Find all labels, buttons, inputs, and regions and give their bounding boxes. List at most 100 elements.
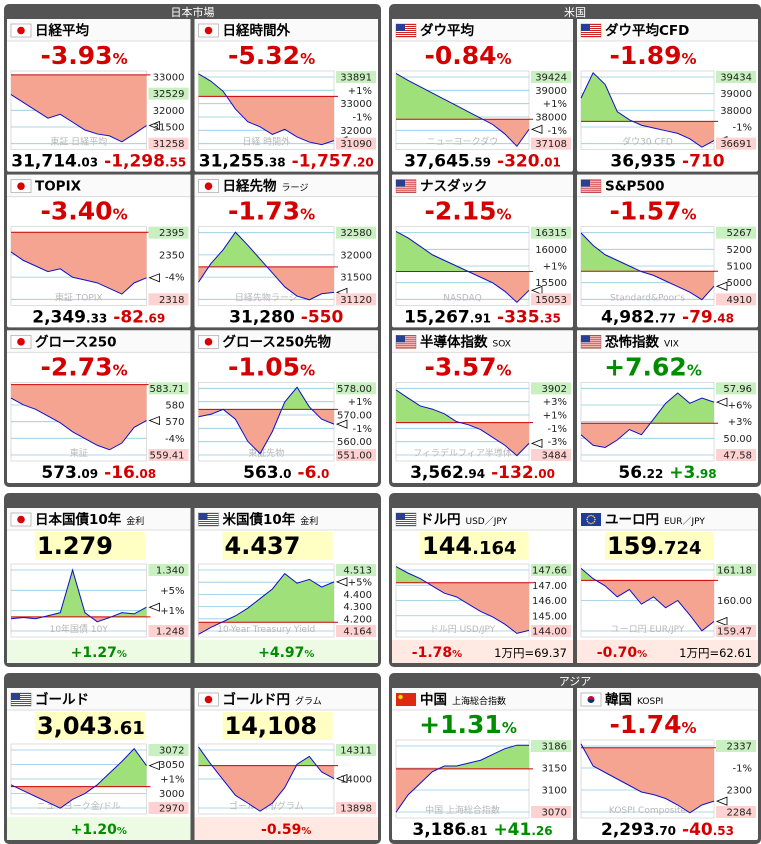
value-box [605, 532, 714, 560]
flag-stripe [198, 525, 219, 526]
sub-name: VIX [664, 339, 679, 349]
axis-highlight-high [716, 226, 756, 239]
price-line [395, 566, 530, 634]
percent-unit: % [117, 826, 127, 837]
flag-jp [10, 512, 32, 527]
percent: +7.62 [604, 352, 687, 381]
change: -335 [497, 307, 540, 327]
flag-stripe [581, 26, 601, 27]
axis-label: -1% [548, 126, 567, 137]
flag-sun [17, 182, 25, 190]
axis-highlight-low [716, 137, 756, 150]
price: .09 [77, 467, 98, 481]
flag-stripe [11, 705, 31, 706]
percent-unit: % [682, 719, 697, 737]
price-line-text: 2,293.70 -40.53 [601, 820, 734, 840]
flag-stripe [396, 32, 416, 33]
price: .03 [77, 156, 98, 170]
flag-stripe [396, 24, 416, 25]
axis-label: 4.513 [343, 566, 372, 577]
change-percent: -2.73% [41, 352, 128, 381]
sub-name: USD／JPY [466, 516, 508, 527]
axis-label: 583.71 [150, 384, 185, 395]
last-marker [148, 415, 160, 426]
flag-stripe [396, 189, 416, 191]
price-line-text: 15,267.91 -335.35 [404, 307, 561, 327]
area-above [581, 232, 714, 272]
last-marker [715, 281, 728, 291]
change: -550 [301, 307, 344, 327]
flag-stripe [11, 703, 31, 704]
watermark: ドル円 USD/JPY [430, 624, 496, 635]
axis-label: 31120 [340, 295, 372, 306]
flag-stripe [198, 517, 219, 518]
percent: -5.32 [228, 41, 300, 70]
sub-name: ラージ [282, 183, 309, 194]
axis-label: 1.248 [156, 627, 185, 638]
price-line [198, 386, 335, 455]
name: TOPIX [35, 179, 82, 195]
axis-label: 32000 [153, 106, 185, 117]
percent: -3.93 [41, 41, 113, 70]
flag-us [198, 512, 219, 527]
price: 3,562 [410, 463, 464, 483]
price: 3,186 [412, 820, 466, 840]
axis-label: 2318 [159, 295, 184, 306]
change-percent: -1.74% [609, 710, 696, 739]
tile-header [577, 19, 758, 41]
flag-stripe [581, 345, 601, 347]
tile-header [194, 330, 378, 353]
change-strip [194, 817, 378, 840]
tile-header [577, 330, 758, 353]
percent: -1.78 [412, 645, 452, 661]
axis-label: 32000 [340, 126, 372, 137]
change: +3 [669, 463, 695, 483]
flag-us [395, 335, 417, 349]
tile-header [194, 19, 378, 41]
sub-name: KOSPI [637, 697, 663, 707]
price-line [198, 572, 335, 635]
last-marker [530, 285, 543, 295]
value-part: .724 [657, 538, 701, 559]
price: 31,280 [229, 307, 295, 327]
sub-name: グラム [295, 695, 322, 707]
price-line [580, 392, 715, 448]
percent: -3.40 [41, 197, 113, 226]
tile-header [7, 174, 191, 197]
watermark: ダウ30 CFD [622, 136, 673, 148]
axis-label: 36691 [720, 139, 752, 150]
axis-highlight-high [336, 226, 376, 239]
flag-stripe [396, 36, 416, 37]
flag-jp [198, 23, 219, 38]
axis-highlight-high [716, 382, 756, 395]
last-marker [148, 273, 160, 283]
area-above [581, 72, 714, 122]
name: ゴールド円 [223, 691, 291, 708]
price-line-text: 31,255.38 -1,757.20 [199, 152, 374, 172]
last-marker [335, 577, 348, 587]
percent: -0.59 [261, 822, 301, 838]
axis-label: 147.66 [532, 566, 567, 577]
axis-label: 3070 [542, 808, 567, 819]
price-line-text: 4,982.77 -79.48 [601, 307, 734, 327]
axis-label: 32529 [153, 89, 185, 100]
axis-label: 159.47 [717, 627, 752, 638]
flag-stripe [11, 699, 31, 700]
flag-jp [10, 23, 32, 38]
flag-stripe [581, 179, 601, 181]
change: .98 [695, 467, 716, 481]
axis-label: 2337 [727, 742, 752, 753]
percent: -1.89 [609, 41, 681, 70]
axis-label: -1% [733, 764, 752, 775]
axis-label: +3% [543, 397, 567, 408]
axis-highlight-high [336, 71, 376, 83]
change-percent: -1.73% [228, 197, 315, 226]
name: 日経時間外 [223, 22, 291, 39]
price: .59 [470, 156, 491, 170]
flag-jp [198, 692, 219, 707]
flag-stripe [396, 343, 416, 345]
name: 米国債10年 [223, 511, 296, 528]
flag-stripe [396, 34, 416, 35]
flag-canton [198, 513, 208, 520]
change-strip [392, 640, 573, 663]
